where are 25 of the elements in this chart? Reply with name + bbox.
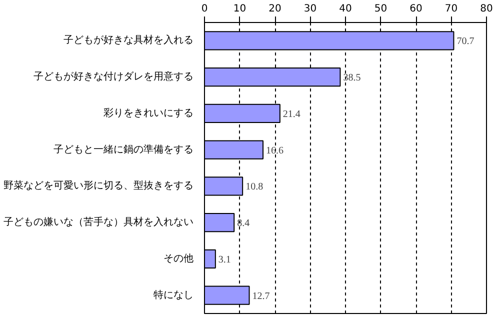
x-tick-label: 60: [410, 4, 422, 14]
data-label: 12.7: [252, 290, 270, 302]
data-label: 16.6: [266, 145, 284, 156]
data-label: 8.4: [237, 218, 250, 230]
y-tick-label: 野菜などを可愛い形に切る、型抜きをする: [4, 180, 194, 192]
x-tick-label: 20: [268, 4, 282, 14]
data-label: 38.5: [343, 72, 361, 84]
y-tick-label: 子どもが好きな具材を入れる: [64, 34, 194, 46]
data-label: 21.4: [282, 108, 300, 120]
data-label: 10.8: [246, 182, 264, 193]
data-label: 70.7: [456, 36, 474, 48]
x-tick-label: 40: [339, 4, 352, 14]
y-tick-label: 彩りをきれいにする: [104, 106, 194, 119]
x-tick-label: 30: [304, 4, 317, 14]
data-label: 3.1: [218, 254, 231, 266]
x-tick-label: 0: [201, 4, 208, 14]
y-tick-label: その他: [164, 252, 194, 264]
y-tick-label: 子どもが好きな付けダレを用意する: [34, 70, 194, 83]
y-tick-label: 子どもと一緒に鍋の準備をする: [54, 143, 194, 156]
x-tick-label: 50: [374, 4, 388, 14]
x-tick-label: 70: [444, 4, 458, 14]
y-tick-label: 子どもの嫌いな（苦手な）具材を入れない: [4, 216, 194, 228]
y-tick-label: 特になし: [154, 288, 194, 301]
x-tick-label: 10: [233, 4, 246, 14]
x-tick-label: 80: [480, 4, 493, 14]
